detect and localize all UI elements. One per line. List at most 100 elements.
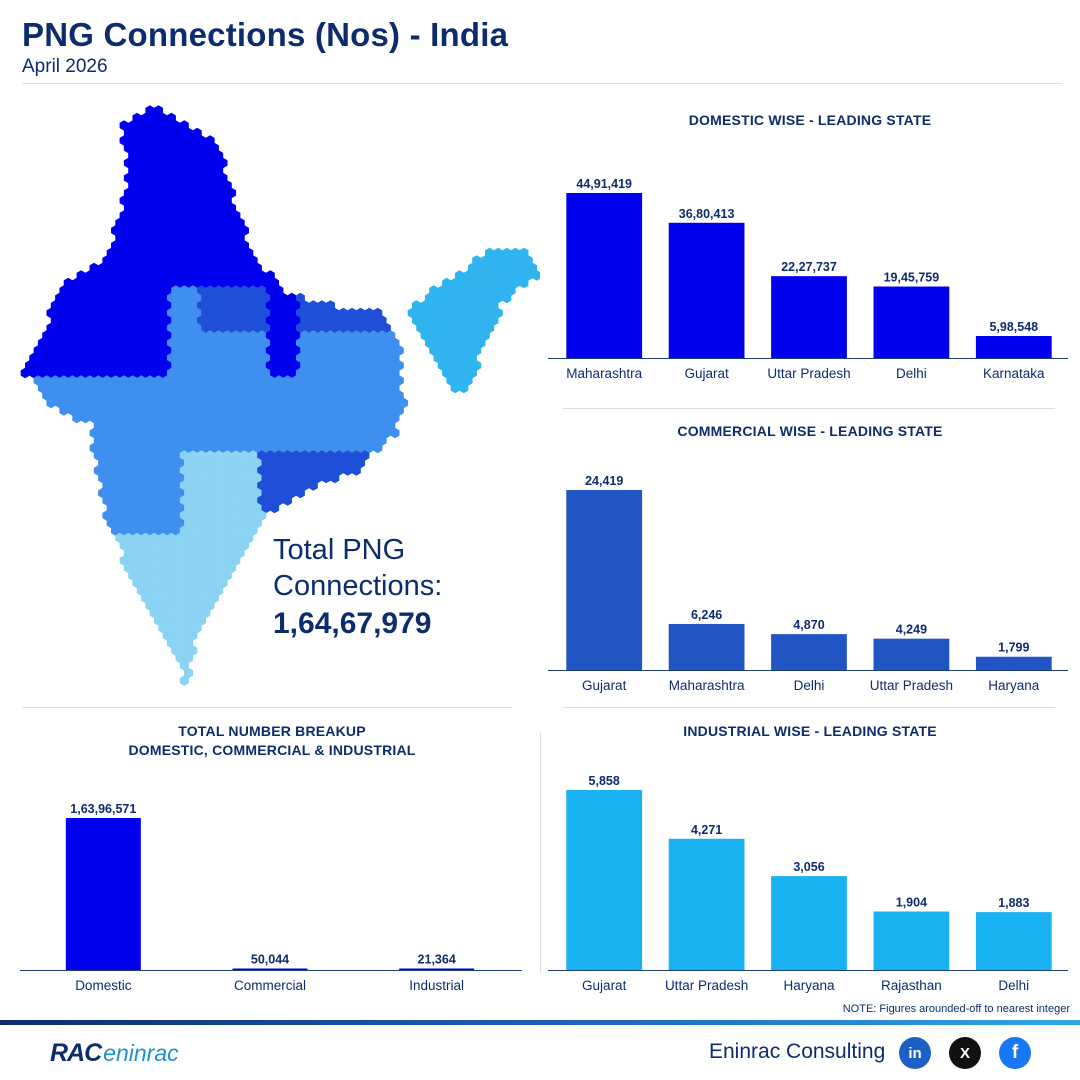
hex-cell (244, 352, 254, 364)
hex-cell (111, 315, 120, 326)
hex-cell (136, 195, 146, 206)
hex-cell (308, 345, 318, 356)
hex-cell (119, 360, 129, 371)
hex-cell (80, 397, 90, 409)
hex-cell (119, 495, 129, 506)
hex-cell (141, 382, 151, 394)
hex-cell (231, 240, 241, 251)
hex-cell (480, 270, 490, 281)
hex-cell (437, 330, 447, 341)
category-label: Gujarat (684, 366, 729, 381)
hex-cell (209, 247, 219, 259)
hex-cell (162, 390, 172, 401)
hex-cell (136, 330, 146, 341)
hex-cell (257, 360, 267, 371)
domestic-bar-chart: 44,91,419Maharashtra36,80,413Gujarat22,2… (548, 177, 1068, 381)
hex-cell (356, 412, 366, 424)
hex-cell (381, 367, 391, 379)
facebook-icon[interactable]: f (999, 1037, 1031, 1069)
hex-cell (205, 315, 215, 326)
hex-cell (179, 375, 189, 386)
hex-cell (128, 480, 138, 491)
hex-cell (209, 292, 219, 304)
hex-cell (270, 337, 280, 349)
x-twitter-icon[interactable]: X (949, 1037, 981, 1069)
hex-cell (184, 412, 194, 424)
hex-cell (209, 562, 219, 574)
hex-cell (222, 240, 232, 251)
hex-cell (270, 382, 280, 394)
hex-cell (111, 510, 120, 521)
hex-cell (214, 285, 224, 296)
hex-cell (166, 352, 176, 364)
hex-cell (63, 307, 73, 319)
footer-gradient-bar (0, 1020, 1080, 1025)
hex-cell (480, 255, 490, 266)
hex-cell (145, 255, 155, 266)
hex-cell (317, 375, 327, 386)
hex-cell (278, 292, 288, 304)
hex-cell (63, 292, 73, 304)
hex-cell (106, 502, 116, 514)
hex-cell (265, 330, 275, 341)
hex-cell (231, 345, 241, 356)
hex-cell (179, 405, 189, 416)
hex-cell (283, 480, 292, 491)
hex-cell (450, 382, 460, 394)
hex-cell (37, 337, 47, 349)
hex-cell (201, 607, 211, 619)
hex-cell (119, 240, 129, 251)
hex-cell (295, 292, 305, 304)
hex-cell (218, 217, 228, 229)
hex-cell (227, 532, 237, 544)
hex-cell (308, 405, 318, 416)
hex-cell (321, 352, 331, 364)
bar-value-label: 1,883 (998, 896, 1029, 910)
hex-cell (141, 532, 151, 544)
hex-cell (154, 225, 163, 236)
hex-cell (442, 307, 452, 319)
hex-cell (364, 442, 374, 454)
hex-cell (184, 502, 194, 514)
linkedin-icon[interactable]: in (899, 1037, 931, 1069)
hex-cell (235, 502, 245, 514)
hex-cell (171, 135, 181, 146)
hex-cell (222, 480, 232, 491)
hex-cell (506, 270, 516, 281)
hex-cell (192, 472, 202, 484)
bar-value-label: 4,249 (896, 623, 927, 637)
hex-cell (274, 330, 284, 341)
hex-cell (326, 435, 335, 446)
hex-cell (248, 300, 258, 311)
hex-cell (162, 450, 172, 461)
hex-cell (308, 420, 318, 431)
hex-cell (154, 330, 163, 341)
hex-cell (162, 120, 172, 131)
hex-cell (205, 495, 215, 506)
hex-cell (304, 397, 314, 409)
hex-cell (175, 502, 185, 514)
hex-cell (218, 382, 228, 394)
hex-cell (313, 367, 323, 379)
hex-cell (338, 382, 348, 394)
hex-cell (149, 577, 159, 589)
hex-cell (205, 180, 215, 191)
hex-cell (308, 465, 318, 476)
hex-cell (240, 225, 249, 236)
hex-cell (317, 405, 327, 416)
hex-cell (145, 360, 155, 371)
divider (563, 707, 1055, 708)
hex-cell (123, 352, 133, 364)
hex-cell (197, 585, 206, 596)
hex-cell (184, 397, 194, 409)
hex-cell (257, 405, 267, 416)
hex-cell (489, 285, 499, 296)
hex-cell (459, 337, 469, 349)
hex-cell (291, 315, 301, 326)
hex-cell (197, 405, 206, 416)
hex-cell (184, 517, 194, 529)
hex-cell (166, 292, 176, 304)
hex-cells (20, 105, 540, 686)
hex-cell (158, 427, 168, 439)
hex-cell (166, 442, 176, 454)
